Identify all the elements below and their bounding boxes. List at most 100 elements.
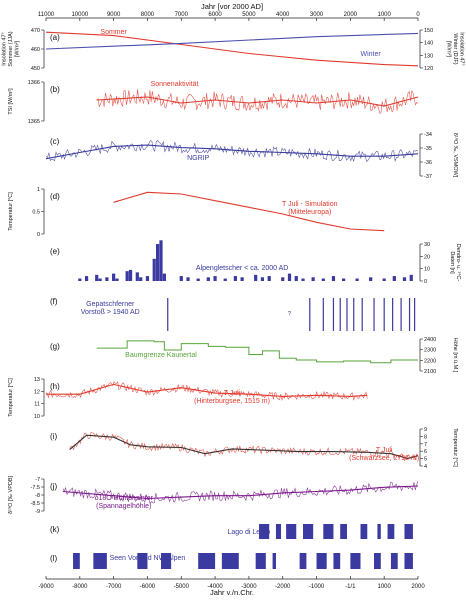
series-label-0: Alpengletscher < ca. 2000 AD xyxy=(196,265,288,272)
series-0-line xyxy=(113,191,385,232)
bottom-axis-tick-label-1: -8000 xyxy=(72,584,88,590)
interval-14 xyxy=(404,553,413,569)
bar-6 xyxy=(115,278,119,281)
series-label-0: T Juli (Schwarzsee, 2796 m) xyxy=(349,447,419,462)
interval-10 xyxy=(333,553,341,569)
right-axis-title: Insolation 47°Winter (DJF)[W/m²] xyxy=(446,32,465,65)
panel-letter: (a) xyxy=(50,33,60,42)
interval-6 xyxy=(255,553,266,569)
panel-letter: (i) xyxy=(50,432,57,441)
top-axis-tick-label-3: 8000 xyxy=(141,12,155,18)
bottom-axis-tick-label-6: -3000 xyxy=(241,584,257,590)
bottom-axis-tick-label-11: 2000 xyxy=(411,584,425,590)
interval-2 xyxy=(286,524,297,539)
bar-11 xyxy=(145,276,150,281)
bottom-axis-tick-label-5: -4000 xyxy=(207,584,223,590)
left-tick-label-1: 1366 xyxy=(28,80,40,86)
bar-7 xyxy=(125,271,129,281)
series-label-0: Sommer xyxy=(100,29,127,36)
bar-17 xyxy=(186,277,190,281)
panel-l: (l) Seen Vorland NW-Alpen xyxy=(50,553,413,569)
interval-9 xyxy=(316,553,327,569)
bar-16 xyxy=(179,276,183,281)
series-1-line xyxy=(45,32,419,50)
bar-31 xyxy=(311,277,315,281)
top-axis-tick-label-7: 4000 xyxy=(276,12,290,18)
series-label-0: Lago di Ledro xyxy=(227,529,270,536)
interval-12 xyxy=(374,553,381,569)
panel-c: (c) -34 -35 -36 -37 δ¹⁸O ‰, VSMOW] NGRIP xyxy=(45,132,459,180)
series-label-0: Baumgrenze Kaunertal xyxy=(125,352,197,359)
right-tick-label-0: 2100 xyxy=(424,369,436,375)
bottom-axis-tick-label-8: -1000 xyxy=(309,584,325,590)
event-annotation: ? xyxy=(288,312,292,318)
interval-6 xyxy=(360,524,368,539)
series-0-line xyxy=(62,481,419,505)
left-axis-title: δ¹⁸O [‰ VPDB] xyxy=(7,475,14,514)
interval-2 xyxy=(137,553,148,569)
series-0-trend xyxy=(46,383,368,397)
panel-e: (e) 0 10 20 30 Dendro- u. ¹⁴C-Daten [n] Alpeng… xyxy=(50,240,462,285)
series-0-trend xyxy=(96,96,419,107)
right-tick-label-5: 9 xyxy=(424,427,427,433)
left-tick-label-2: 0 xyxy=(37,232,40,238)
axes-layer: Jahr [vor 2000 AD]11000 10000 9000 8000 7000… xyxy=(38,2,425,597)
series-label-0: T Juli (Hinterburgsee, 1515 m) xyxy=(194,390,270,405)
series-label-0: Sonnenaktivität xyxy=(151,81,199,88)
left-axis-title: Temperatur [°C] xyxy=(8,378,14,417)
right-tick-label-0: 4 xyxy=(424,464,427,470)
top-axis-tick-label-4: 7000 xyxy=(175,12,189,18)
bar-14 xyxy=(159,240,163,281)
top-axis-tick-label-11: 0 xyxy=(416,12,420,18)
bottom-axis-tick-label-2: -7000 xyxy=(106,584,122,590)
panel-letter: (e) xyxy=(50,247,60,256)
interval-3 xyxy=(303,524,314,539)
top-axis-tick-label-8: 3000 xyxy=(310,12,324,18)
panel-d: (d) 1 0.5 0 Temperatur [°C] T Juli - Simulati… xyxy=(8,187,385,238)
bar-38 xyxy=(392,276,396,281)
panel-letter: (j) xyxy=(50,482,57,491)
bar-39 xyxy=(402,277,407,281)
bar-10 xyxy=(139,277,143,281)
left-tick-label-1: -8.5 xyxy=(31,501,40,507)
series-0-trend xyxy=(62,485,419,500)
series-label-0: Seen Vorland NW-Alpen xyxy=(110,555,186,562)
right-tick-label-3: -37 xyxy=(424,174,432,180)
bar-37 xyxy=(382,278,386,281)
left-tick-label-0: 1365 xyxy=(28,119,40,125)
left-tick-label-2: 470 xyxy=(31,28,40,34)
series-0-trend xyxy=(45,144,419,160)
left-tick-label-0: -9 xyxy=(35,509,40,515)
left-tick-label-0: 10 xyxy=(34,414,40,420)
left-tick-label-4: -7 xyxy=(35,477,40,483)
interval-4 xyxy=(323,524,334,539)
bar-0 xyxy=(78,278,82,281)
left-tick-label-1: 0.5 xyxy=(32,210,40,216)
interval-3 xyxy=(160,553,172,569)
left-tick-label-3: 13 xyxy=(34,377,40,383)
right-tick-label-3: 7 xyxy=(424,442,427,448)
bar-3 xyxy=(98,278,102,281)
bar-8 xyxy=(128,269,133,281)
left-axis-title: Temperatur [°C] xyxy=(8,192,14,231)
series-label-0: T Juli - Simulation (Mitteleuropa) xyxy=(282,201,338,216)
bar-15 xyxy=(162,273,166,281)
bar-13 xyxy=(156,244,160,281)
right-tick-label-2: 2300 xyxy=(424,348,436,354)
bar-1 xyxy=(84,276,89,281)
series-0-line xyxy=(96,89,419,114)
right-axis-title: Dendro- u. ¹⁴C-Daten [n] xyxy=(449,244,462,282)
right-tick-label-1: 130 xyxy=(424,53,433,59)
panel-h: (h) 10 11 12 13 Temperatur [°C] T Juli (Hinterb… xyxy=(8,377,368,420)
panel-b: (b) 1365 1366 TSI [W/m²] Sonnenaktivität xyxy=(8,80,419,125)
bottom-axis-tick-label-9: -1/1 xyxy=(345,584,356,590)
right-axis-title: Höhe [m ü.M.] xyxy=(452,338,458,373)
bottom-axis-title: Jahr v./n.Chr. xyxy=(210,588,254,597)
right-tick-label-4: 8 xyxy=(424,434,427,440)
interval-4 xyxy=(198,553,216,569)
bar-26 xyxy=(267,276,271,281)
bar-30 xyxy=(301,278,305,281)
panel-letter: (f) xyxy=(50,297,58,306)
top-axis-tick-label-10: 1000 xyxy=(378,12,392,18)
bar-19 xyxy=(206,277,210,281)
